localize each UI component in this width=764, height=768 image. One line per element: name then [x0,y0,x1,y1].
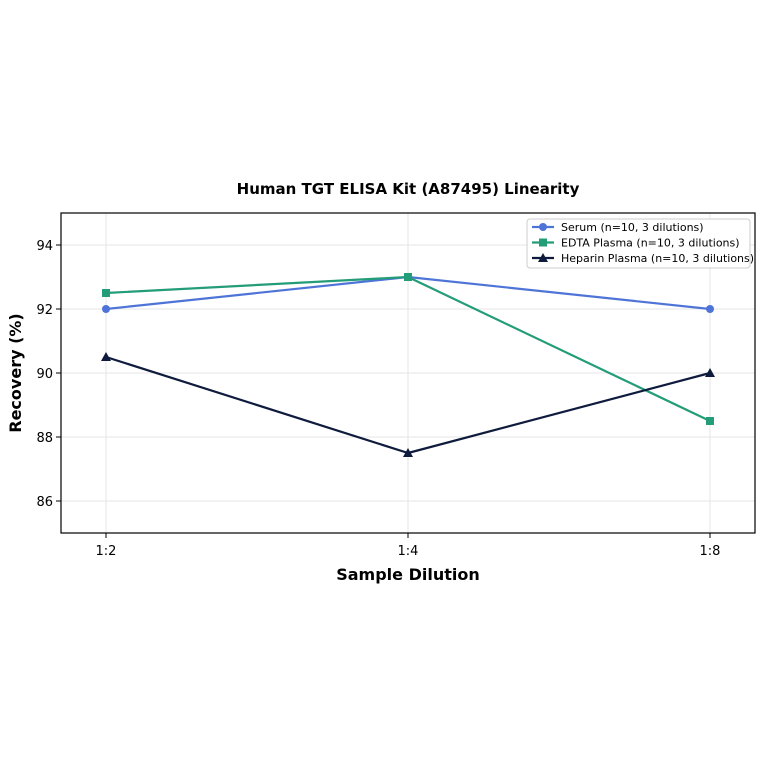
y-tick-label: 90 [36,367,53,382]
legend-swatch-marker [538,253,548,262]
legend: Serum (n=10, 3 dilutions) EDTA Plasma (n=… [526,218,754,269]
series-3 [101,352,715,457]
data-point [102,289,110,297]
y-tick-label: 88 [36,431,53,446]
y-tick-label: 86 [36,495,53,510]
legend-label: Serum (n=10, 3 dilutions) [561,221,704,234]
y-tick-label: 94 [36,239,53,254]
legend-item: Heparin Plasma (n=10, 3 dilutions) [532,252,754,265]
data-point [404,273,412,281]
legend-item: Serum (n=10, 3 dilutions) [532,221,704,234]
x-axis: 1:2 1:4 1:8 [96,533,721,559]
y-axis: 86 88 90 92 94 [36,239,61,510]
x-tick-label: 1:2 [96,544,117,559]
data-point [101,352,111,361]
legend-label: EDTA Plasma (n=10, 3 dilutions) [561,237,740,250]
legend-swatch-marker [539,223,547,231]
data-point [102,305,110,313]
x-tick-label: 1:8 [700,544,721,559]
x-tick-label: 1:4 [398,544,419,559]
y-tick-label: 92 [36,303,53,318]
data-point [706,305,714,313]
legend-label: Heparin Plasma (n=10, 3 dilutions) [561,252,754,265]
data-point [403,448,413,457]
chart-title: Human TGT ELISA Kit (A87495) Linearity [237,180,580,198]
data-point [706,417,714,425]
legend-swatch-marker [539,238,547,247]
y-axis-label: Recovery (%) [6,313,25,432]
x-axis-label: Sample Dilution [336,565,480,584]
series-2 [102,273,714,425]
legend-box [526,218,751,269]
legend-item: EDTA Plasma (n=10, 3 dilutions) [532,237,740,250]
series-group [101,273,715,457]
data-point [705,368,715,377]
